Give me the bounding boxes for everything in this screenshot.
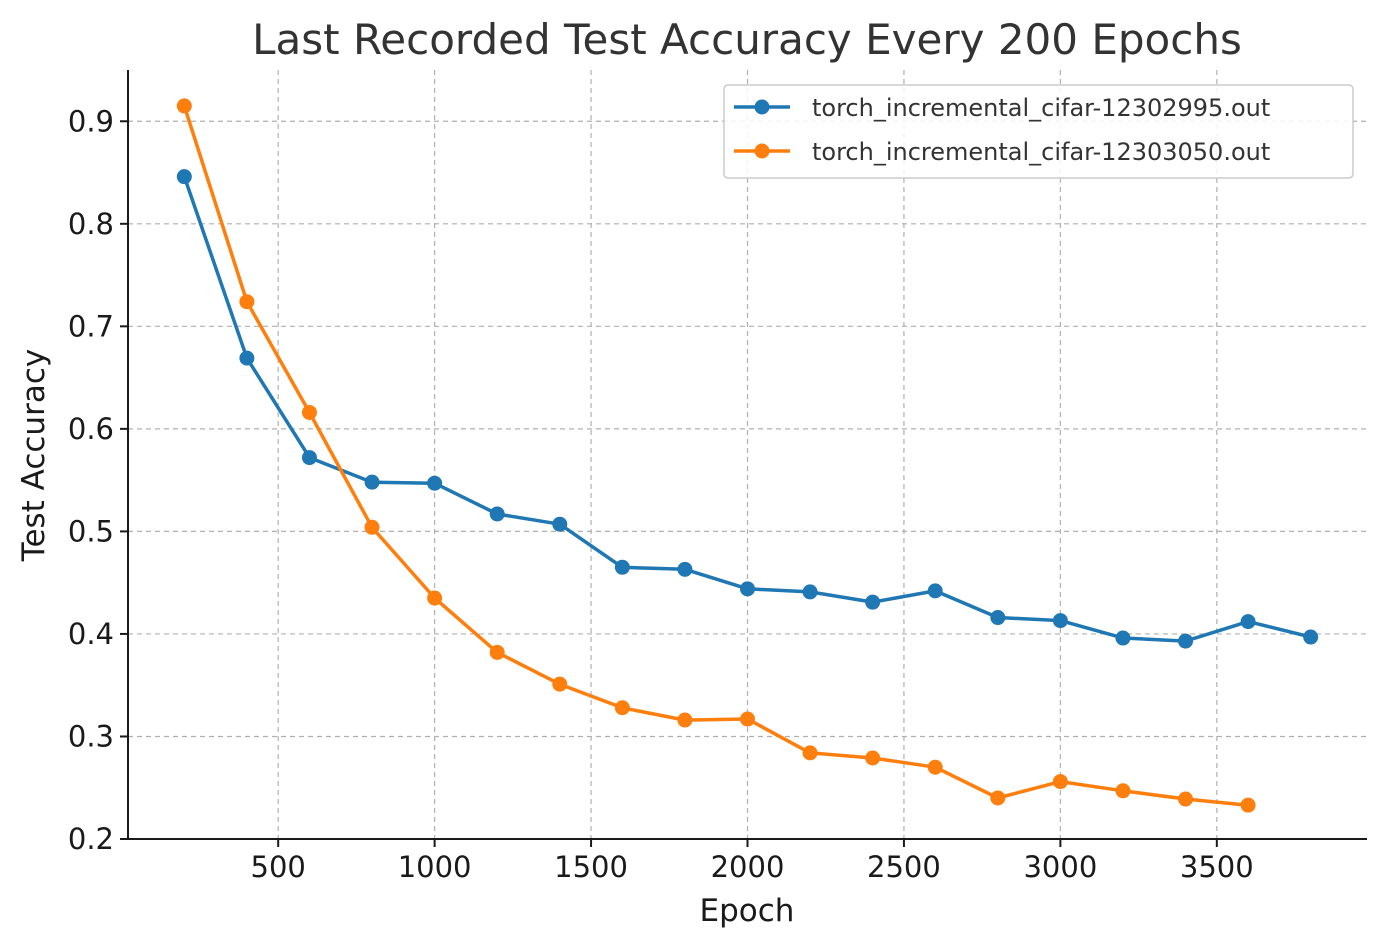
y-tick-label: 0.2 [68,822,114,856]
legend-marker [754,143,770,159]
data-point [802,584,818,600]
legend-box [723,84,1354,179]
data-point [427,475,443,491]
x-tick-label: 1500 [554,850,628,884]
grid [128,70,1367,840]
data-point [1052,774,1068,790]
chart-title: Last Recorded Test Accuracy Every 200 Ep… [252,15,1242,64]
x-tick-label: 500 [251,850,306,884]
data-point [301,404,317,420]
data-point [239,350,255,366]
data-point [1052,613,1068,629]
x-tick-label: 3500 [1180,850,1254,884]
data-point [740,581,755,597]
y-axis-ticks: 0.2 0.3 0.4 0.5 0.6 0.7 0.8 0.9 [68,104,128,856]
x-tick-label: 2500 [867,850,941,884]
data-point [176,169,192,185]
data-point [552,516,568,532]
data-point [990,610,1006,626]
data-point [927,583,943,599]
data-point [1178,791,1194,807]
x-tick-label: 3000 [1023,850,1097,884]
series-1 [176,169,1319,649]
data-point [427,590,443,606]
data-point [176,98,192,114]
data-point [239,294,255,310]
series-2 [176,98,1256,813]
data-point [1240,797,1256,813]
data-point [301,450,317,466]
data-point [489,506,505,522]
data-point [364,519,380,535]
series-plot-area [176,98,1319,813]
data-point [1178,633,1194,649]
x-axis-label: Epoch [700,893,795,929]
x-tick-label: 1000 [398,850,472,884]
y-tick-label: 0.3 [68,719,114,753]
y-tick-label: 0.8 [68,207,114,241]
legend-label: torch_incremental_cifar-12303050.out [812,138,1270,166]
data-point [677,712,693,728]
y-tick-label: 0.9 [68,104,114,138]
data-point [552,676,568,692]
legend: torch_incremental_cifar-12302995.outtorc… [723,84,1354,179]
data-point [802,745,818,761]
y-tick-label: 0.4 [68,617,114,651]
y-tick-label: 0.6 [68,412,114,446]
data-point [927,759,943,775]
data-point [614,700,630,716]
data-point [364,474,380,490]
data-point [990,790,1006,806]
data-point [1240,614,1256,630]
data-point [865,594,881,610]
data-point [614,559,630,575]
y-axis-label: Test Accuracy [16,349,52,562]
data-point [740,711,755,727]
series-line [182,105,1249,807]
x-tick-label: 2000 [711,850,785,884]
data-point [1115,630,1131,646]
legend-item: torch_incremental_cifar-12302995.out [734,94,1270,122]
legend-item: torch_incremental_cifar-12303050.out [734,138,1270,166]
y-tick-label: 0.5 [68,514,114,548]
x-axis-ticks: 500 1000 1500 2000 2500 3000 3500 [251,839,1254,884]
data-point [677,561,693,577]
y-tick-label: 0.7 [68,309,114,343]
data-point [489,644,505,660]
data-point [865,750,881,766]
data-point [1115,783,1131,799]
data-point [1303,629,1319,645]
legend-marker [754,99,770,115]
legend-label: torch_incremental_cifar-12302995.out [812,94,1270,122]
